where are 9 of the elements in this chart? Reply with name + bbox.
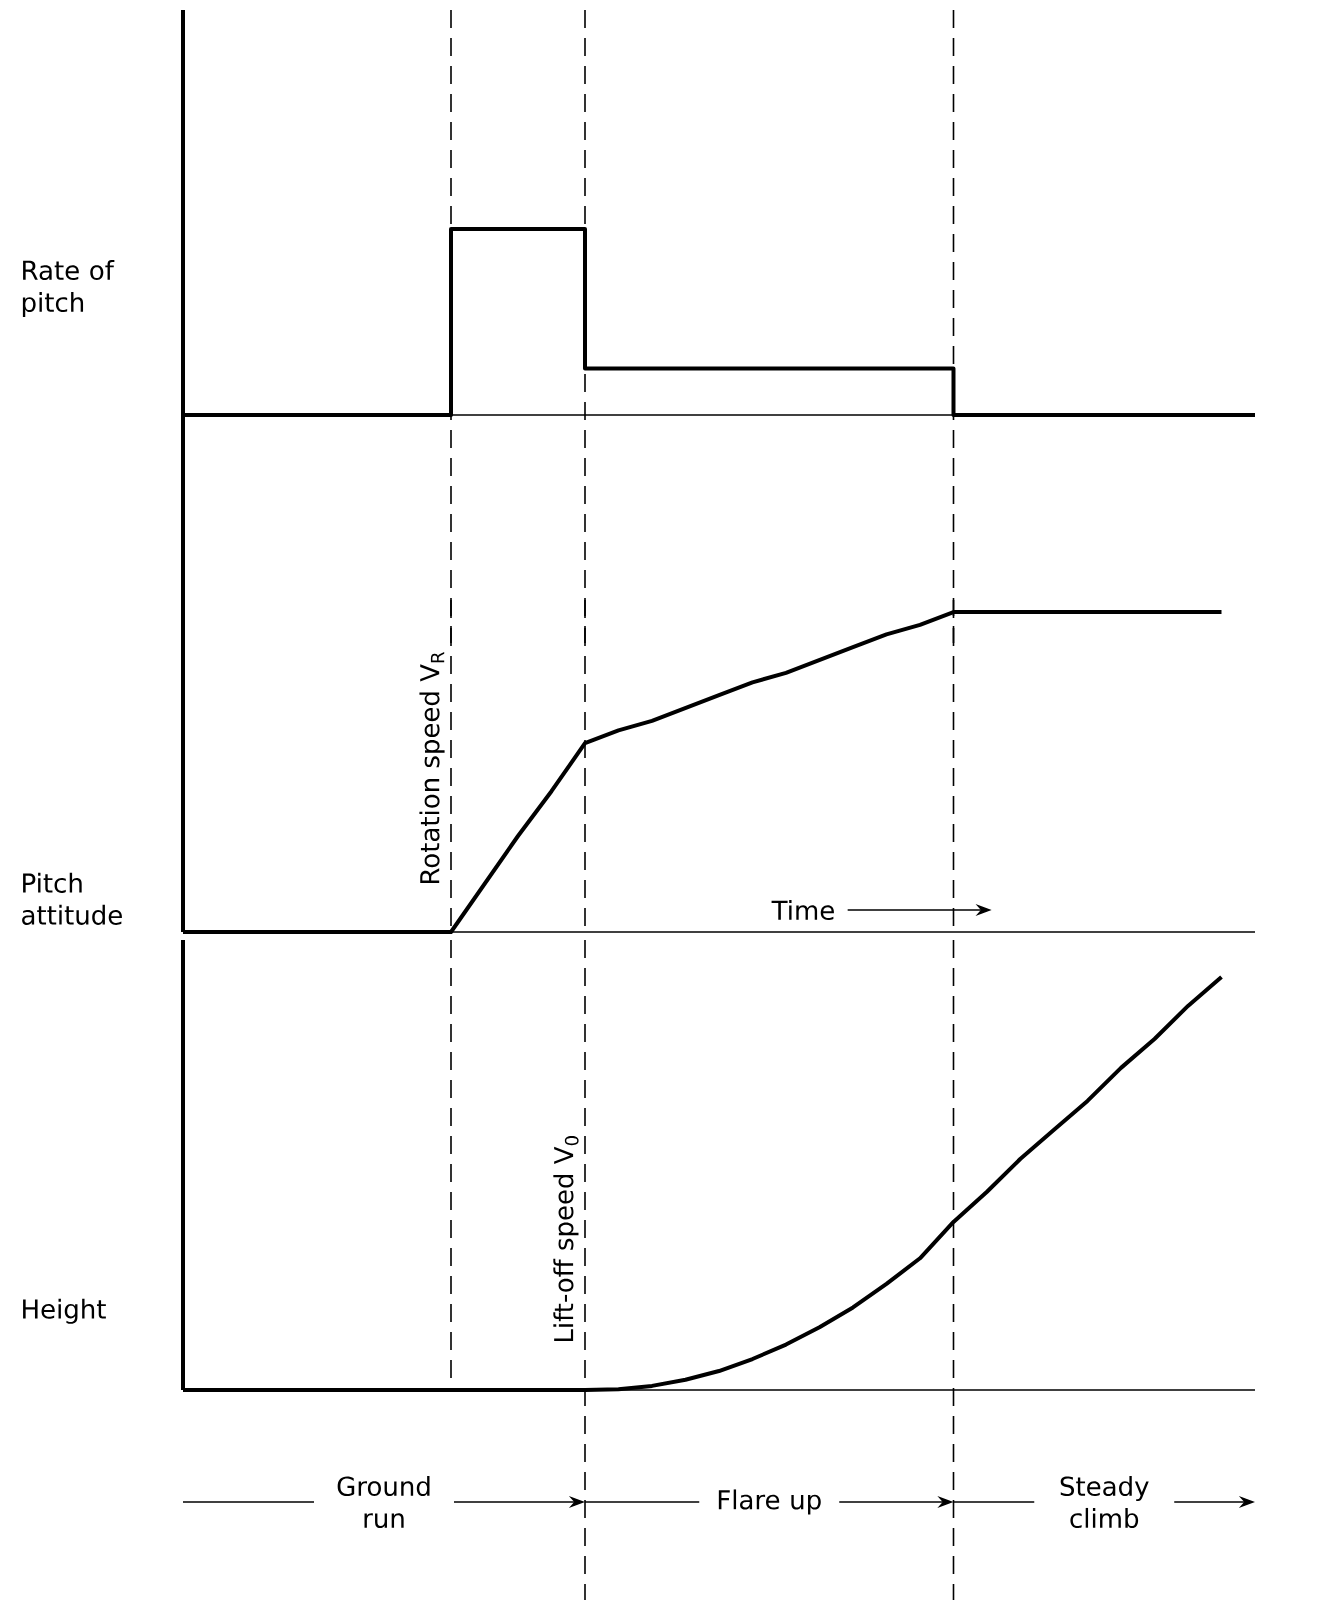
text: Flare up [718, 1489, 821, 1515]
text: Steady climb [1060, 1475, 1149, 1529]
annotation: Lift-off speed V$_{0}$ [553, 1136, 579, 1342]
annotation: Time [771, 899, 834, 921]
y-axis-title: Pitch attitude [22, 872, 122, 925]
y-axis-title: Rate of pitch [22, 259, 115, 318]
annotation: Rotation speed V$_{R}$ [419, 651, 445, 884]
text: Ground run [337, 1475, 430, 1529]
y-axis-title: Height [23, 1298, 106, 1324]
